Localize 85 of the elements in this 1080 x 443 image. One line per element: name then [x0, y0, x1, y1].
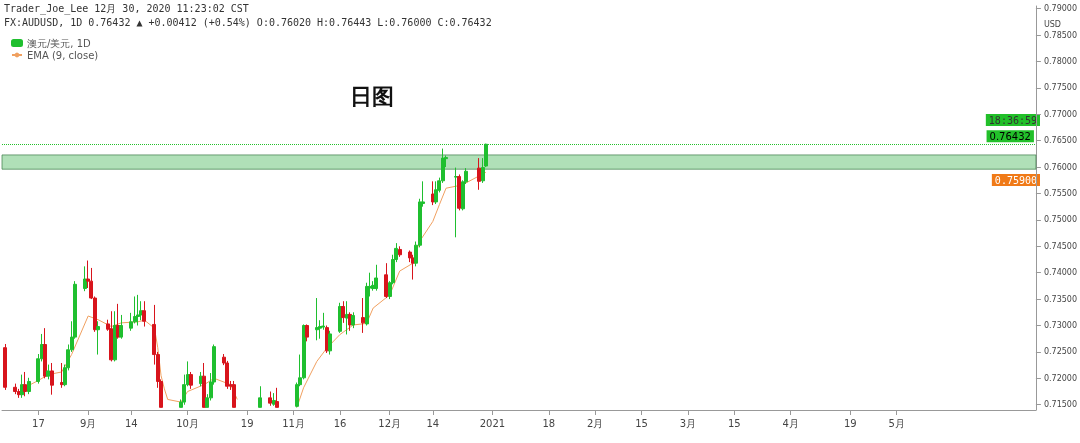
y-tick-label: 0.79000: [1043, 4, 1078, 14]
candlestick: [328, 330, 332, 356]
candlestick: [315, 297, 319, 341]
candlestick: [20, 374, 24, 399]
x-tick-label: 15: [635, 417, 648, 429]
y-tick-label: 0.72500: [1043, 347, 1078, 357]
candlestick: [46, 364, 50, 380]
annotation: FX:AUDUSD, 1D 0.76432 ▲ +0.00412 (+0.54%) O:0.76020 H:0.76443 L:0.76000 C:0.76432: [4, 16, 492, 28]
legend-label: EMA (9, close): [27, 49, 99, 61]
y-tick-label: 0.73000: [1043, 321, 1078, 330]
x-tick-label: 2021: [479, 417, 506, 429]
y-tick-label: 0.75500: [1043, 188, 1078, 198]
candlestick: [189, 371, 193, 390]
x-tick-label: 19: [843, 417, 857, 429]
candlestick: [23, 371, 27, 397]
y-tick-label: 0.78500: [1043, 30, 1078, 40]
candlestick: [434, 180, 438, 205]
candlestick: [454, 167, 458, 238]
x-tick-label: 4月: [782, 417, 799, 429]
annotation: 18:36:59: [988, 114, 1038, 126]
y-tick-label: 0.75000: [1043, 215, 1078, 225]
y-tick-label: 0.74000: [1043, 268, 1078, 278]
x-tick-label: 18: [542, 417, 556, 429]
candlestick: [113, 310, 117, 362]
candlestick: [361, 297, 365, 334]
x-tick-label: 15: [727, 417, 741, 429]
x-tick-label: 19: [240, 417, 254, 429]
candlestick: [351, 311, 355, 329]
candlestick: [398, 245, 402, 258]
candlestick: [411, 254, 415, 281]
candlestick: [60, 362, 64, 389]
candlestick: [374, 264, 378, 292]
x-tick-label: 14: [426, 417, 440, 429]
candlestick: [116, 303, 120, 340]
y-tick-label: 0.71500: [1043, 400, 1078, 410]
candlestick: [272, 392, 276, 407]
candlestick: [345, 300, 349, 335]
x-tick-label: 12月: [378, 417, 402, 429]
y-tick-label: 0.74500: [1043, 241, 1078, 251]
candlestick: [338, 302, 342, 334]
y-tick-label: 0.78000: [1043, 56, 1078, 66]
candlestick: [232, 380, 236, 408]
candlestick: [258, 385, 262, 408]
y-tick-label: 0.76500: [1043, 136, 1078, 146]
candlestick: [305, 323, 309, 342]
y-tick-label: 0.73500: [1043, 294, 1078, 304]
candlestick: [384, 262, 388, 299]
candlestick: [275, 387, 279, 408]
ref-line-label: 0.76432: [989, 130, 1031, 142]
y-tick-label: 0.76000: [1043, 162, 1078, 172]
y-tick-label: 0.77500: [1043, 83, 1078, 93]
text: 日图: [350, 83, 394, 109]
annotation: Trader_Joe_Lee 12月 30, 2020 11:23:02 CST: [4, 2, 249, 15]
candlestick: [43, 327, 47, 379]
x-tick-label: 5月: [888, 417, 905, 429]
candlestick: [341, 300, 345, 324]
y-tick-label: 0.72000: [1043, 373, 1078, 383]
x-tick-label: 2月: [586, 417, 604, 429]
legend-label: 澳元/美元, 1D: [27, 37, 92, 49]
candlestick: [268, 391, 272, 407]
candlestick: [477, 157, 481, 191]
x-tick-label: 11月: [282, 417, 305, 429]
candlestick: [3, 343, 7, 391]
candlestick: [96, 320, 100, 356]
candlestick: [119, 314, 123, 340]
candlestick: [13, 383, 17, 395]
candlestick: [431, 180, 435, 206]
candlestick: [136, 294, 140, 326]
candlestick: [457, 173, 461, 211]
candlestick: [50, 362, 54, 396]
candlestick: [142, 300, 146, 328]
y-axis-title: USD: [1043, 19, 1062, 29]
x-tick-label: 3月: [679, 417, 697, 429]
x-tick-label: 10月: [176, 417, 199, 429]
x-tick-label: 16: [333, 417, 347, 429]
candlestick: [27, 377, 31, 395]
candlestick: [348, 311, 352, 332]
x-tick-label: 9月: [79, 417, 97, 429]
x-tick-label: 14: [124, 417, 138, 429]
y-tick-label: 0.77000: [1043, 109, 1078, 119]
annotation: 0.75900: [994, 174, 1038, 186]
x-tick-label: 17: [32, 417, 45, 429]
candlestick: [83, 265, 87, 292]
candlestick: [109, 310, 113, 362]
candlestick: [202, 362, 206, 408]
